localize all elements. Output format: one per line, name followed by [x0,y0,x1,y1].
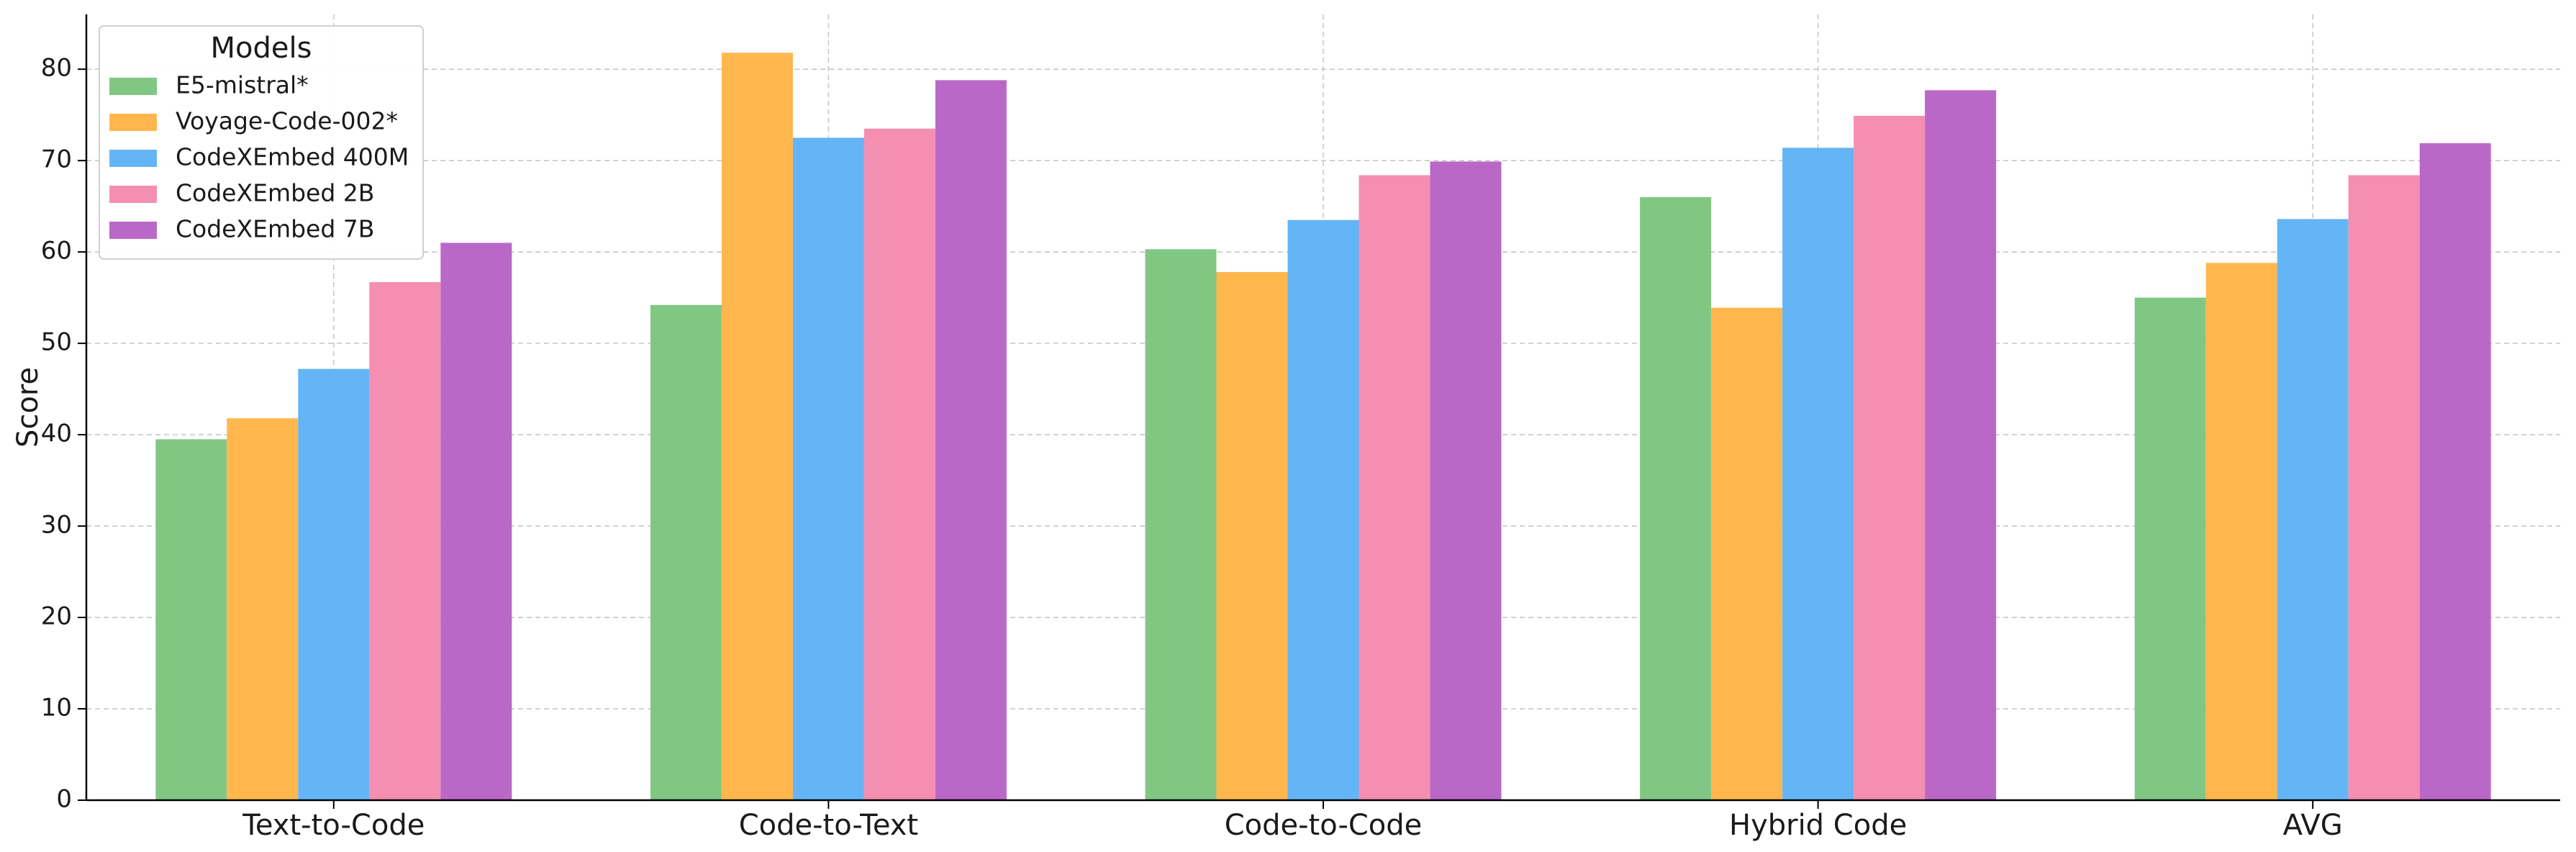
bar [227,418,299,800]
bar [2277,219,2349,800]
bar [1854,115,1926,800]
legend-swatch [109,222,157,239]
legend-item-label: E5-mistral* [176,71,309,99]
bar [2419,143,2491,800]
bar [1430,161,1502,800]
y-tick-label: 60 [41,237,72,266]
x-tick-label: Code-to-Code [1225,809,1423,842]
x-tick-label: Hybrid Code [1729,809,1907,842]
axis-layer: 0 10 20 30 40 50 60 70 80 Text-to-Code Code-to-Tex… [41,14,2560,842]
legend: Models E5-mistral* Voyage-Code-002* CodeXEm… [99,25,424,260]
bar [155,439,227,800]
bar [1145,249,1217,801]
legend-item-label: CodeXEmbed 400M [176,143,409,171]
y-tick-label: 80 [41,54,72,83]
y-tick-label: 30 [41,511,72,540]
x-tick-label: AVG [2283,809,2343,842]
legend-swatch [109,114,157,131]
legend-swatch [109,186,157,203]
y-tick-label: 40 [41,420,72,448]
bar [369,282,441,800]
bar [1711,307,1783,800]
bar [2134,297,2206,800]
bar [2205,263,2277,801]
x-tick-label: Text-to-Code [242,809,425,842]
y-axis-title: Score [12,367,45,448]
bar [1782,148,1854,800]
x-tick-label: Code-to-Text [739,809,918,842]
bar [721,53,793,801]
bar [1640,196,1712,800]
bar [440,243,512,800]
legend-item-label: CodeXEmbed 2B [176,179,374,207]
legend-swatch [109,150,157,167]
y-tick-label: 70 [41,145,72,174]
y-tick-label: 0 [56,785,72,814]
bar [935,80,1007,800]
bar-layer [155,53,2491,801]
bar [2348,175,2420,800]
legend-swatch [109,78,157,95]
bar [863,128,935,800]
legend-item-label: CodeXEmbed 7B [176,215,374,243]
legend-box [99,25,424,260]
bar [1359,175,1430,800]
legend-item-label: Voyage-Code-002* [176,107,398,135]
legend-title: Models [211,32,312,65]
y-tick-label: 50 [41,328,72,357]
bar [1216,272,1288,800]
bar [298,368,370,800]
bar [1287,219,1359,801]
y-tick-label: 20 [41,602,72,631]
bar [1925,90,1997,801]
bar [650,304,722,801]
bar [792,137,864,801]
y-tick-label: 10 [41,694,72,722]
